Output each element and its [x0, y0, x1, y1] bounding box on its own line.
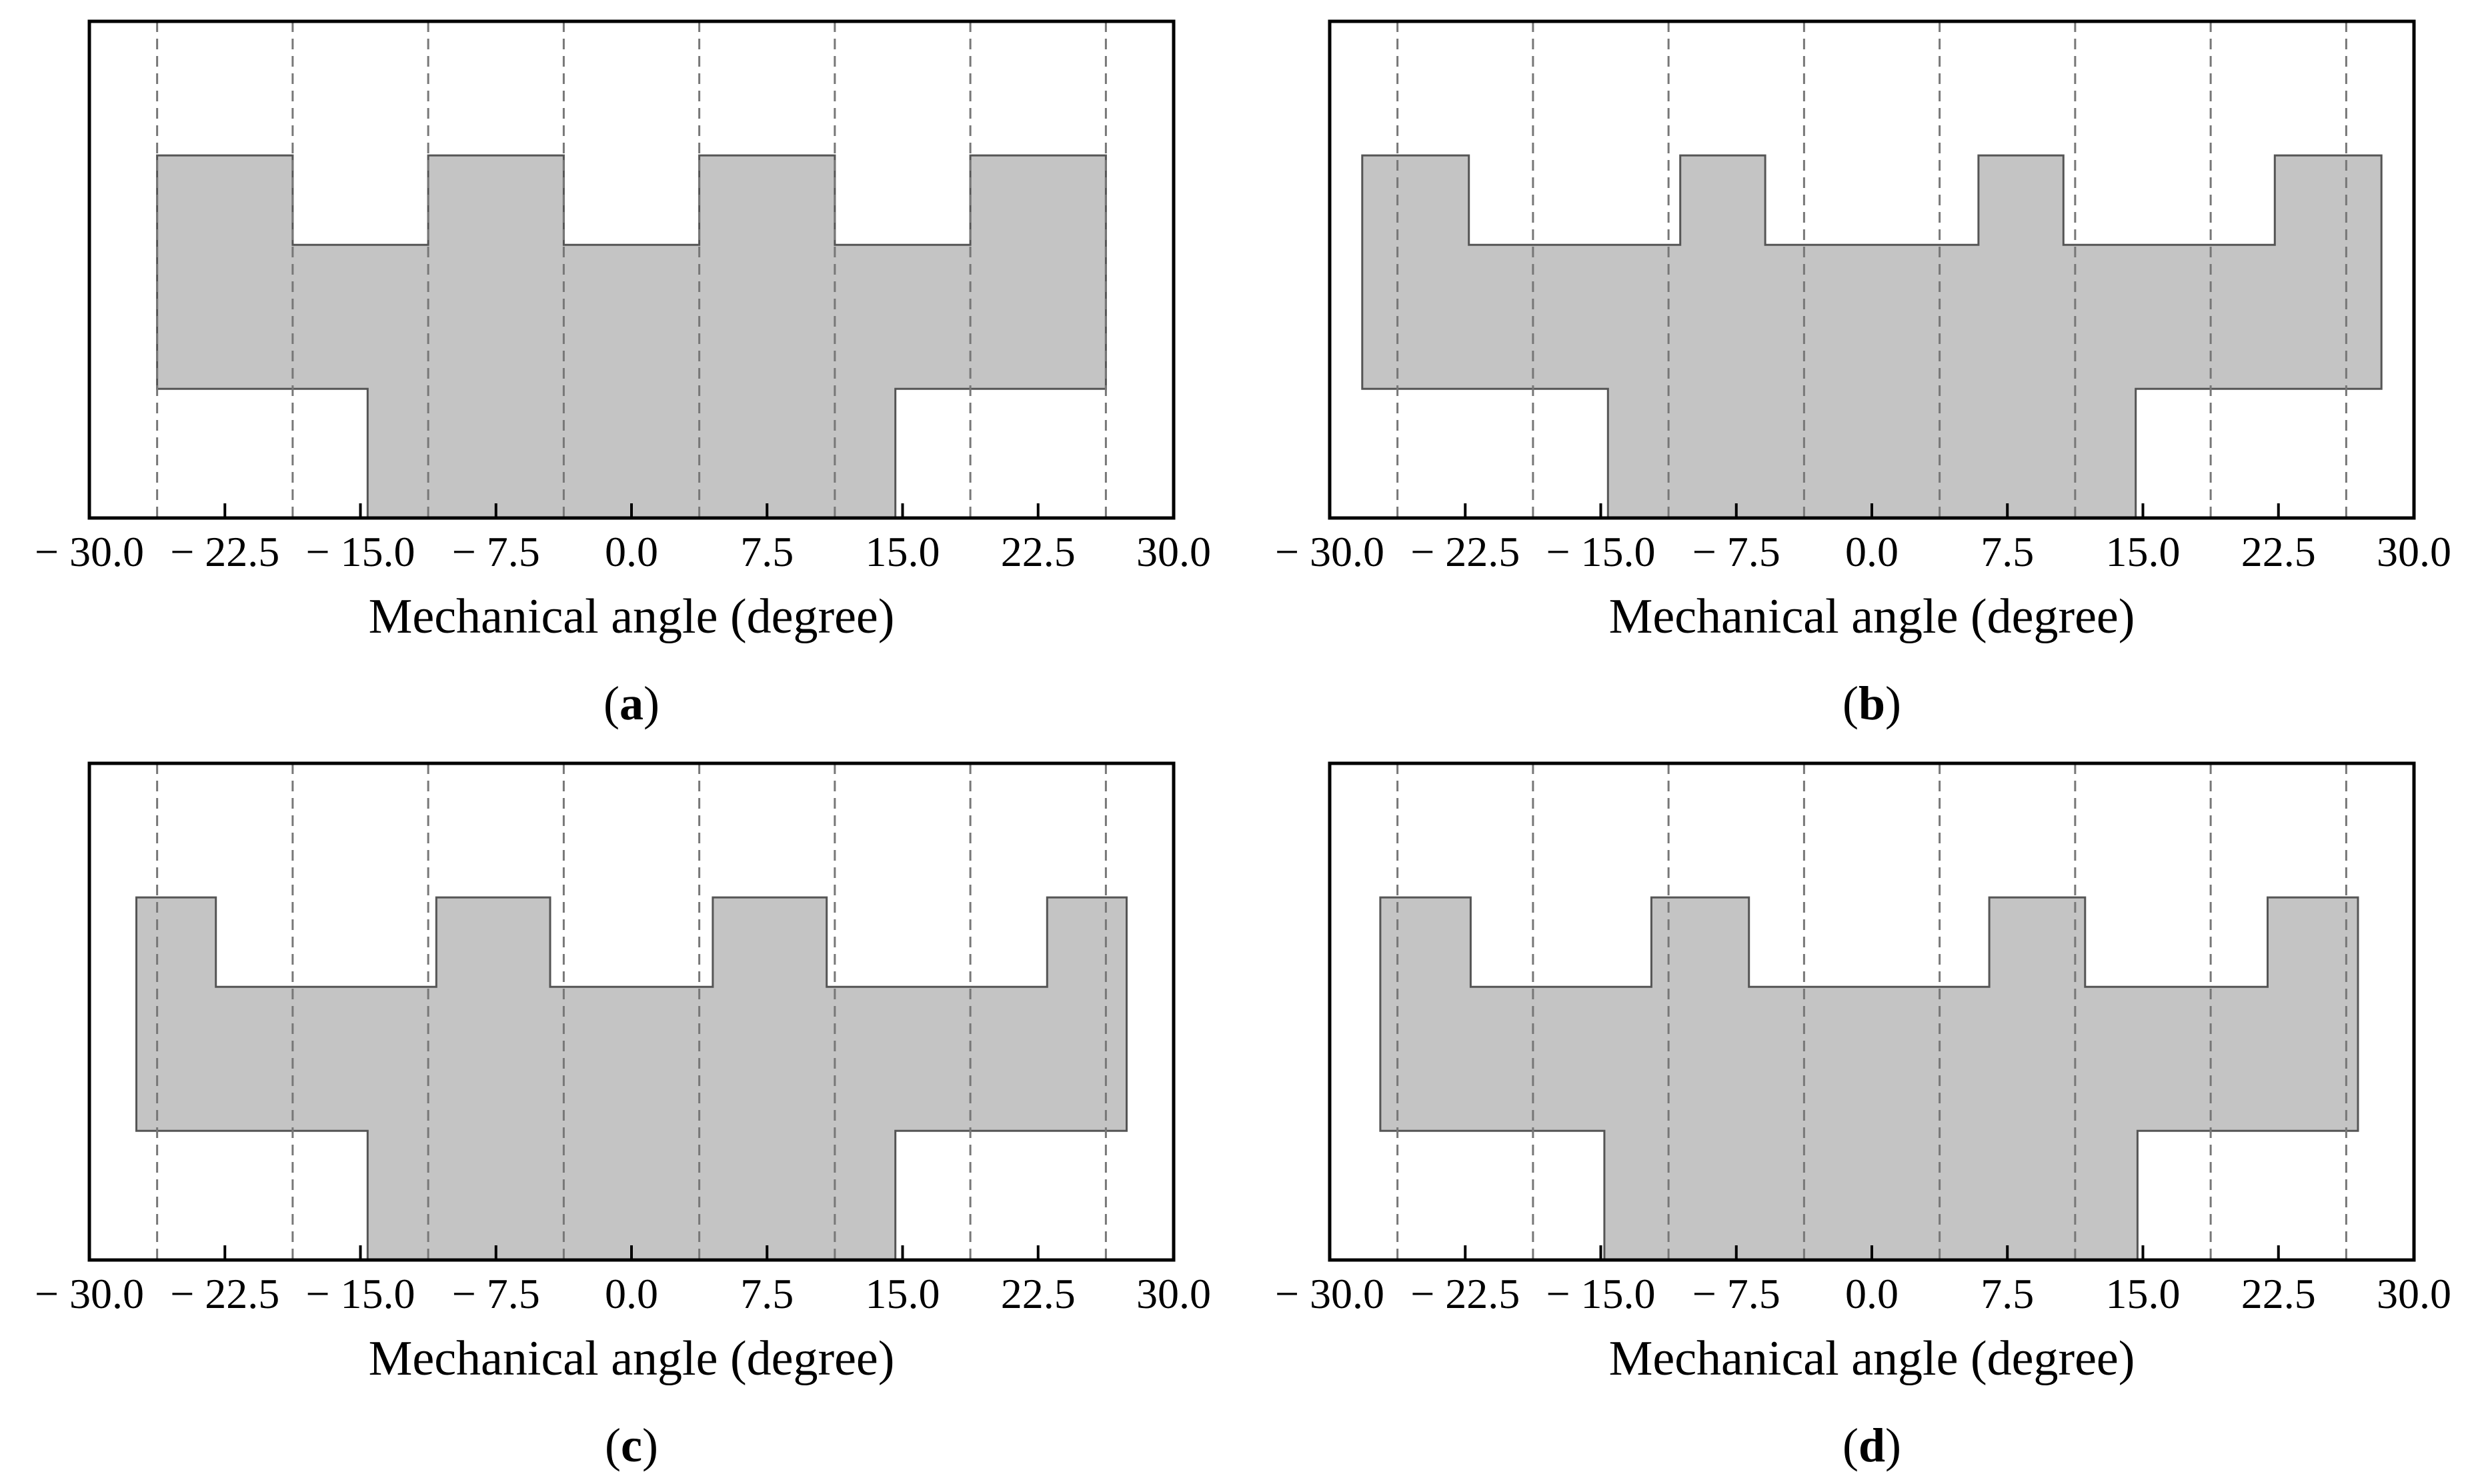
- panel-caption: (c): [605, 1419, 658, 1472]
- caption-letter: a: [619, 677, 644, 730]
- chart-svg-d: − 30.0 − 22.5 − 15.0 − 7.5 0.0 7.5 15.0 22.5 30.…: [1275, 761, 2451, 1472]
- x-tick-label: 0.0: [1845, 528, 1899, 575]
- chart-panel-a: − 30.0 − 22.5 − 15.0 − 7.5 0.0 7.5 15.0 22.5 30.…: [0, 0, 1240, 742]
- caption-close-paren: ): [642, 1419, 658, 1472]
- panel-caption: (b): [1842, 677, 1901, 730]
- x-tick-label: 30.0: [2377, 1270, 2451, 1317]
- x-tick-label: 22.5: [1001, 1270, 1076, 1317]
- x-tick-label: 15.0: [2106, 1270, 2181, 1317]
- x-tick-label: − 15.0: [305, 528, 415, 575]
- x-tick-label: − 7.5: [1692, 1270, 1780, 1317]
- panel-caption: (d): [1842, 1419, 1901, 1472]
- caption-open-paren: (: [1842, 677, 1858, 730]
- chart-panel-b: − 30.0 − 22.5 − 15.0 − 7.5 0.0 7.5 15.0 22.5 30.…: [1240, 0, 2480, 742]
- caption-letter: c: [621, 1419, 642, 1472]
- x-axis-label: Mechanical angle (degree): [1609, 1331, 2135, 1386]
- caption-close-paren: ): [1885, 677, 1901, 730]
- x-tick-label: 30.0: [2377, 528, 2451, 575]
- caption-open-paren: (: [605, 1419, 621, 1472]
- x-tick-label: − 30.0: [1275, 528, 1384, 575]
- chart-panel-c: − 30.0 − 22.5 − 15.0 − 7.5 0.0 7.5 15.0 22.5 30.…: [0, 742, 1240, 1484]
- x-tick-label: 0.0: [605, 1270, 658, 1317]
- x-tick-label: − 22.5: [1410, 528, 1520, 575]
- flux-region-shape: [156, 154, 1107, 519]
- caption-open-paren: (: [603, 677, 619, 730]
- x-tick-label: 0.0: [1845, 1270, 1899, 1317]
- x-tick-label: 22.5: [2241, 528, 2316, 575]
- x-tick-label: − 7.5: [452, 528, 540, 575]
- flux-region-shape: [1361, 154, 2383, 519]
- x-tick-label: 7.5: [1981, 1270, 2034, 1317]
- x-tick-label: − 30.0: [35, 1270, 144, 1317]
- x-tick-label: − 15.0: [1546, 1270, 1655, 1317]
- caption-close-paren: ): [644, 677, 660, 730]
- x-tick-label: − 30.0: [35, 528, 144, 575]
- x-tick-label: 30.0: [1136, 528, 1211, 575]
- caption-open-paren: (: [1842, 1419, 1858, 1472]
- caption-letter: b: [1858, 677, 1885, 730]
- x-tick-label: 7.5: [740, 528, 794, 575]
- x-tick-label: − 7.5: [452, 1270, 540, 1317]
- x-axis-label: Mechanical angle (degree): [1609, 589, 2135, 644]
- x-tick-label: − 22.5: [170, 528, 279, 575]
- chart-panel-d: − 30.0 − 22.5 − 15.0 − 7.5 0.0 7.5 15.0 22.5 30.…: [1240, 742, 2480, 1484]
- flux-region-shape: [1379, 896, 2359, 1261]
- x-tick-label: 15.0: [2106, 528, 2181, 575]
- chart-svg-a: − 30.0 − 22.5 − 15.0 − 7.5 0.0 7.5 15.0 22.5 30.…: [35, 19, 1211, 730]
- x-tick-label: 22.5: [1001, 528, 1076, 575]
- x-tick-label: − 22.5: [170, 1270, 279, 1317]
- x-tick-label: − 30.0: [1275, 1270, 1384, 1317]
- x-tick-label: − 15.0: [305, 1270, 415, 1317]
- x-tick-label: 15.0: [866, 528, 940, 575]
- flux-region-shape: [135, 896, 1128, 1261]
- x-tick-label: 15.0: [866, 1270, 940, 1317]
- panel-caption: (a): [603, 677, 660, 730]
- x-tick-label: − 7.5: [1692, 528, 1780, 575]
- x-tick-label: 30.0: [1136, 1270, 1211, 1317]
- chart-svg-b: − 30.0 − 22.5 − 15.0 − 7.5 0.0 7.5 15.0 22.5 30.…: [1275, 19, 2451, 730]
- x-tick-label: 22.5: [2241, 1270, 2316, 1317]
- x-tick-label: 7.5: [740, 1270, 794, 1317]
- caption-letter: d: [1858, 1419, 1885, 1472]
- caption-close-paren: ): [1885, 1419, 1901, 1472]
- x-axis-label: Mechanical angle (degree): [369, 1331, 895, 1386]
- x-tick-label: 7.5: [1981, 528, 2034, 575]
- x-axis-label: Mechanical angle (degree): [369, 589, 895, 644]
- x-tick-label: − 15.0: [1546, 528, 1655, 575]
- chart-svg-c: − 30.0 − 22.5 − 15.0 − 7.5 0.0 7.5 15.0 22.5 30.…: [35, 761, 1211, 1472]
- x-tick-label: − 22.5: [1410, 1270, 1520, 1317]
- x-tick-label: 0.0: [605, 528, 658, 575]
